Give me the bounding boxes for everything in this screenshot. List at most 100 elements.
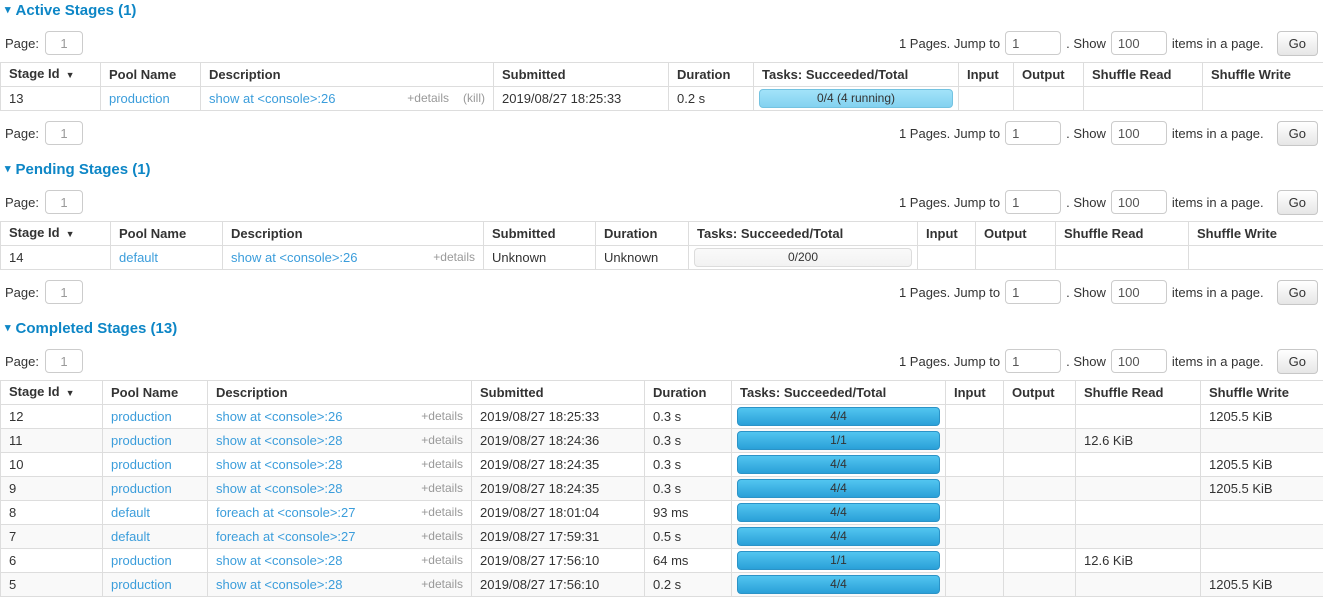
column-header[interactable]: Duration bbox=[645, 381, 732, 405]
shuffle-read-cell bbox=[1076, 453, 1201, 477]
pool-name-link[interactable]: production bbox=[111, 553, 172, 568]
jump-to-input[interactable] bbox=[1005, 280, 1061, 304]
details-toggle[interactable]: +details bbox=[421, 481, 463, 496]
go-button[interactable]: Go bbox=[1277, 31, 1318, 56]
section-title-completed-stages[interactable]: ▾ Completed Stages (13) bbox=[0, 318, 1323, 339]
column-header[interactable]: Shuffle Write bbox=[1201, 381, 1323, 405]
column-header[interactable]: Duration bbox=[596, 222, 689, 246]
output-cell bbox=[1014, 87, 1084, 111]
column-header[interactable]: Stage Id▼ bbox=[1, 381, 103, 405]
details-toggle[interactable]: +details bbox=[421, 553, 463, 568]
output-cell bbox=[1004, 549, 1076, 573]
pool-name-cell: production bbox=[103, 549, 208, 573]
details-toggle[interactable]: +details bbox=[433, 250, 475, 265]
column-header[interactable]: Input bbox=[946, 381, 1004, 405]
page-input[interactable] bbox=[45, 280, 83, 304]
details-toggle[interactable]: +details bbox=[407, 91, 449, 106]
column-header[interactable]: Shuffle Write bbox=[1189, 222, 1323, 246]
column-header[interactable]: Shuffle Write bbox=[1203, 63, 1323, 87]
column-header[interactable]: Stage Id▼ bbox=[1, 222, 111, 246]
column-header[interactable]: Pool Name bbox=[101, 63, 201, 87]
pool-name-link[interactable]: production bbox=[111, 577, 172, 592]
column-header[interactable]: Submitted bbox=[472, 381, 645, 405]
task-progress-label: 1/1 bbox=[738, 432, 939, 449]
column-header[interactable]: Pool Name bbox=[111, 222, 223, 246]
column-header[interactable]: Shuffle Read bbox=[1056, 222, 1189, 246]
pool-name-link[interactable]: default bbox=[111, 505, 150, 520]
pool-name-link[interactable]: default bbox=[111, 529, 150, 544]
go-button[interactable]: Go bbox=[1277, 121, 1318, 146]
shuffle-write-cell: 1205.5 KiB bbox=[1201, 405, 1323, 429]
pool-name-cell: default bbox=[103, 501, 208, 525]
pool-name-link[interactable]: production bbox=[111, 481, 172, 496]
column-header[interactable]: Output bbox=[1014, 63, 1084, 87]
column-header[interactable]: Input bbox=[918, 222, 976, 246]
column-header[interactable]: Output bbox=[976, 222, 1056, 246]
description-link[interactable]: show at <console>:28 bbox=[216, 457, 342, 472]
pool-name-link[interactable]: production bbox=[109, 91, 170, 106]
column-header[interactable]: Input bbox=[959, 63, 1014, 87]
page-size-input[interactable] bbox=[1111, 190, 1167, 214]
page-size-input[interactable] bbox=[1111, 280, 1167, 304]
column-header[interactable]: Description bbox=[201, 63, 494, 87]
section-title-active-stages[interactable]: ▾ Active Stages (1) bbox=[0, 0, 1323, 21]
sort-arrow-icon: ▼ bbox=[66, 229, 75, 239]
details-toggle[interactable]: +details bbox=[421, 577, 463, 592]
page-size-input[interactable] bbox=[1111, 121, 1167, 145]
description-link[interactable]: show at <console>:26 bbox=[209, 91, 335, 106]
description-link[interactable]: show at <console>:26 bbox=[231, 250, 357, 265]
column-header[interactable]: Tasks: Succeeded/Total bbox=[732, 381, 946, 405]
page-size-input[interactable] bbox=[1111, 349, 1167, 373]
column-header[interactable]: Pool Name bbox=[103, 381, 208, 405]
description-link[interactable]: foreach at <console>:27 bbox=[216, 529, 356, 544]
go-button[interactable]: Go bbox=[1277, 280, 1318, 305]
details-toggle[interactable]: +details bbox=[421, 433, 463, 448]
column-header[interactable]: Duration bbox=[669, 63, 754, 87]
details-toggle[interactable]: +details bbox=[421, 505, 463, 520]
pool-name-cell: default bbox=[103, 525, 208, 549]
jump-to-input[interactable] bbox=[1005, 121, 1061, 145]
column-header[interactable]: Submitted bbox=[494, 63, 669, 87]
output-cell bbox=[1004, 477, 1076, 501]
column-header[interactable]: Tasks: Succeeded/Total bbox=[689, 222, 918, 246]
details-toggle[interactable]: +details bbox=[421, 529, 463, 544]
pool-name-cell: default bbox=[111, 246, 223, 270]
pool-name-link[interactable]: production bbox=[111, 457, 172, 472]
description-link[interactable]: show at <console>:28 bbox=[216, 433, 342, 448]
shuffle-read-cell: 12.6 KiB bbox=[1076, 429, 1201, 453]
kill-link[interactable]: (kill) bbox=[463, 91, 485, 106]
details-toggle[interactable]: +details bbox=[421, 457, 463, 472]
column-header[interactable]: Description bbox=[223, 222, 484, 246]
description-link[interactable]: show at <console>:28 bbox=[216, 577, 342, 592]
go-button[interactable]: Go bbox=[1277, 349, 1318, 374]
pool-name-link[interactable]: default bbox=[119, 250, 158, 265]
page-input[interactable] bbox=[45, 349, 83, 373]
page-input[interactable] bbox=[45, 121, 83, 145]
pool-name-link[interactable]: production bbox=[111, 409, 172, 424]
column-header[interactable]: Shuffle Read bbox=[1084, 63, 1203, 87]
description-link[interactable]: show at <console>:26 bbox=[216, 409, 342, 424]
stage-row: 9 production show at <console>:28 +detai… bbox=[1, 477, 1323, 501]
column-header[interactable]: Tasks: Succeeded/Total bbox=[754, 63, 959, 87]
task-progress-label: 4/4 bbox=[738, 480, 939, 497]
page-input[interactable] bbox=[45, 190, 83, 214]
description-link[interactable]: show at <console>:28 bbox=[216, 553, 342, 568]
column-header[interactable]: Stage Id▼ bbox=[1, 63, 101, 87]
page-size-input[interactable] bbox=[1111, 31, 1167, 55]
details-toggle[interactable]: +details bbox=[421, 409, 463, 424]
jump-to-input[interactable] bbox=[1005, 31, 1061, 55]
stage-id-cell: 11 bbox=[1, 429, 103, 453]
pool-name-link[interactable]: production bbox=[111, 433, 172, 448]
column-header[interactable]: Submitted bbox=[484, 222, 596, 246]
description-link[interactable]: foreach at <console>:27 bbox=[216, 505, 356, 520]
jump-to-input[interactable] bbox=[1005, 349, 1061, 373]
column-header[interactable]: Output bbox=[1004, 381, 1076, 405]
section-title-pending-stages[interactable]: ▾ Pending Stages (1) bbox=[0, 159, 1323, 180]
column-header[interactable]: Shuffle Read bbox=[1076, 381, 1201, 405]
column-header[interactable]: Description bbox=[208, 381, 472, 405]
tasks-cell: 4/4 bbox=[732, 501, 946, 525]
go-button[interactable]: Go bbox=[1277, 190, 1318, 215]
jump-to-input[interactable] bbox=[1005, 190, 1061, 214]
page-input[interactable] bbox=[45, 31, 83, 55]
description-link[interactable]: show at <console>:28 bbox=[216, 481, 342, 496]
